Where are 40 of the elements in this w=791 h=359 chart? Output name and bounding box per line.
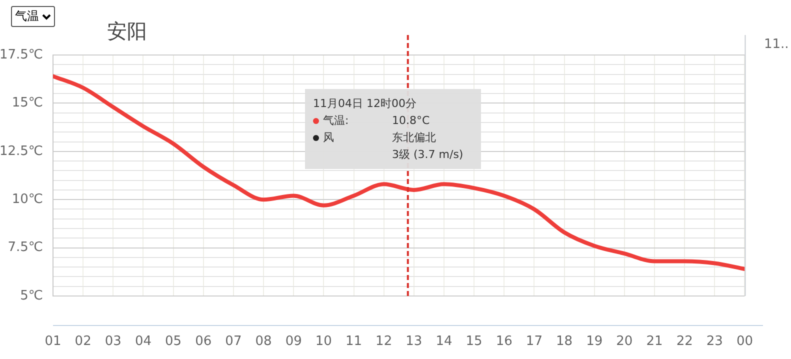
x-tick-label: 16 [496, 334, 512, 350]
x-tick-label: 14 [436, 334, 452, 350]
x-tick-label: 03 [104, 334, 122, 350]
text: 11.. [764, 37, 789, 52]
annotation: 10.8°C [392, 113, 430, 129]
y-tick-label: 5℃ [20, 288, 43, 304]
y-tick-label: 10℃ [12, 192, 43, 207]
x-tick-label: 08 [255, 334, 272, 350]
x-tick-label: 01 [44, 334, 62, 350]
x-tick-label: 23 [706, 334, 723, 350]
x-tick-label: 12 [376, 334, 392, 350]
x-tick-label: 07 [225, 334, 242, 350]
x-tick-label: 00 [736, 334, 753, 350]
x-tick-label: 22 [676, 334, 693, 350]
annotation: 东北偏北 [392, 130, 436, 146]
line-series [53, 74, 745, 272]
selector-field: 气温 [11, 6, 55, 27]
x-tick-label: 06 [195, 334, 212, 350]
x-tick-label: 05 [165, 334, 182, 350]
x-tick-label: 17 [526, 334, 542, 350]
x-tick-label: 10 [315, 334, 332, 350]
x-tick-label: 20 [616, 334, 633, 350]
x-tick-label: 02 [74, 334, 92, 350]
x-tick-label: 13 [406, 334, 422, 350]
x-tick-label: 04 [134, 334, 152, 350]
annotation: 3级 (3.7 m/s) [391, 147, 464, 163]
annotation: 11月04日 12时00分 [313, 96, 418, 112]
y-tick-label: 12.5℃ [0, 144, 43, 159]
x-tick-label: 18 [556, 334, 573, 350]
x-tick-label: 21 [646, 334, 663, 350]
chart-title: 安阳 [107, 18, 147, 45]
x-tick-label: 19 [586, 334, 603, 350]
annotation: 风 [323, 130, 334, 146]
y-tick-label: 7.5℃ [8, 240, 43, 256]
x-tick-label: 15 [466, 334, 482, 350]
x-tick-label: 11 [345, 334, 362, 350]
x-tick-label: 09 [285, 334, 302, 350]
y-tick-label: 15℃ [12, 96, 43, 111]
y-tick-label: 17.5℃ [0, 47, 43, 62]
annotation: 气温: [323, 113, 349, 129]
